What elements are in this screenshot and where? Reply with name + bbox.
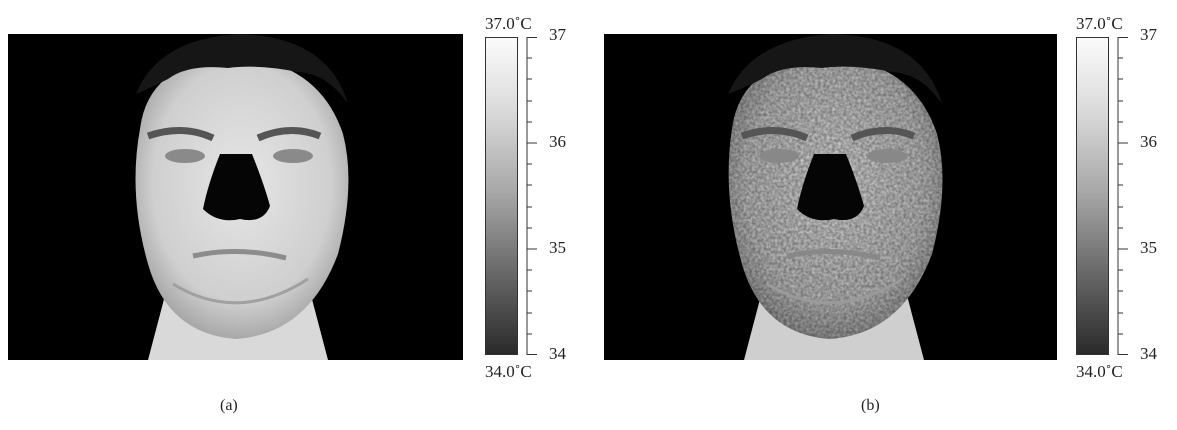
tick-label: 34 (549, 344, 566, 363)
scale-axis (1117, 37, 1128, 355)
scale-min-label: 34.0˚C (485, 362, 532, 381)
scale-axis (526, 37, 537, 355)
scale-max-label: 37.0˚C (1076, 14, 1123, 33)
grayscale-colorbar (1076, 37, 1109, 355)
thermal-face-image-smooth (8, 34, 463, 360)
tick-label: 36 (549, 132, 566, 151)
scale-max-label: 37.0˚C (485, 14, 532, 33)
thermal-face-image-textured (604, 34, 1057, 360)
tick-label: 35 (1140, 238, 1157, 257)
tick-label: 37 (1140, 25, 1157, 44)
grayscale-colorbar (485, 37, 518, 355)
tick-label: 34 (1140, 344, 1157, 363)
scale-min-label: 34.0˚C (1076, 362, 1123, 381)
tick-label: 36 (1140, 132, 1157, 151)
tick-label: 35 (549, 238, 566, 257)
tick-label: 37 (549, 25, 566, 44)
panel-caption: (b) (861, 397, 880, 414)
panel-b: 37.0˚C 37 36 35 34 34.0˚C (b) (588, 0, 1177, 430)
panel-a: 37.0˚C 37 36 35 34 34.0˚C (a) (0, 0, 588, 430)
panel-caption: (a) (220, 397, 238, 414)
